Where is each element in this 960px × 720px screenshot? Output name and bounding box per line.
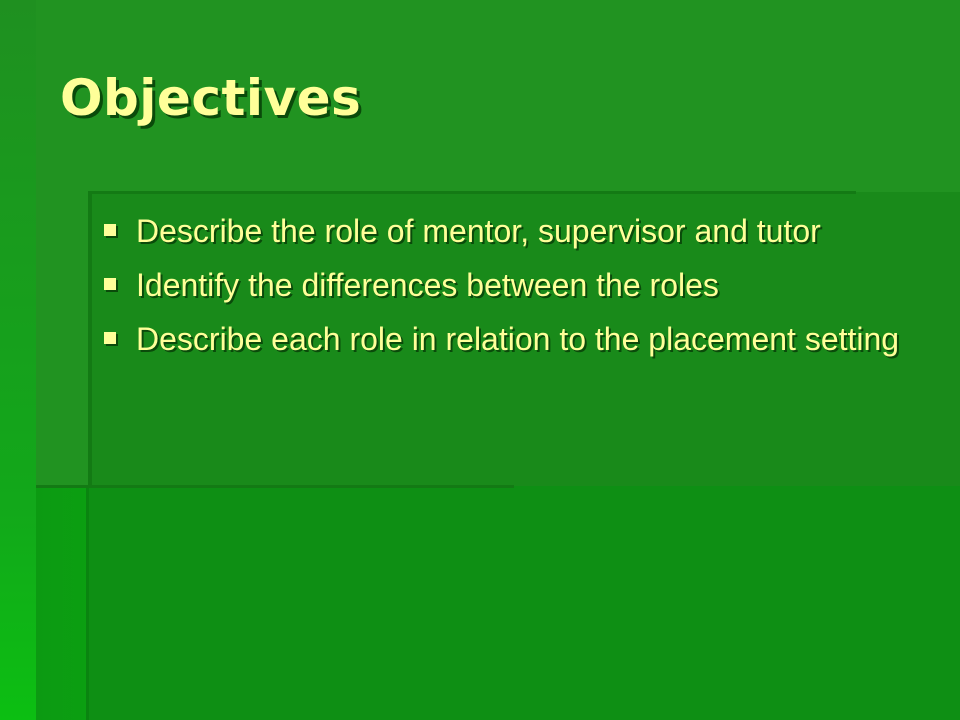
bullet-list: Describe the role of mentor, supervisor … [100, 208, 920, 370]
left-accent-strip [0, 0, 36, 720]
square-bullet-icon [104, 332, 116, 344]
slide-title[interactable]: Objectives [60, 69, 362, 127]
bullet-text: Describe the role of mentor, supervisor … [136, 213, 821, 249]
bullet-item[interactable]: Describe the role of mentor, supervisor … [100, 208, 920, 254]
bullet-item[interactable]: Describe each role in relation to the pl… [100, 316, 920, 362]
body-panel-top-border [88, 191, 856, 194]
body-background-panel [88, 192, 960, 487]
bullet-text: Describe each role in relation to the pl… [136, 321, 900, 357]
body-panel-left-border [88, 191, 92, 487]
square-bullet-icon [104, 224, 116, 236]
bullet-item[interactable]: Identify the differences between the rol… [100, 262, 920, 308]
lower-panel-inner-border [86, 487, 89, 720]
lower-background-panel [36, 486, 960, 720]
square-bullet-icon [104, 278, 116, 290]
lower-panel-top-border [36, 485, 514, 488]
bullet-text: Identify the differences between the rol… [136, 267, 719, 303]
lower-panel-left-shade [36, 486, 88, 720]
